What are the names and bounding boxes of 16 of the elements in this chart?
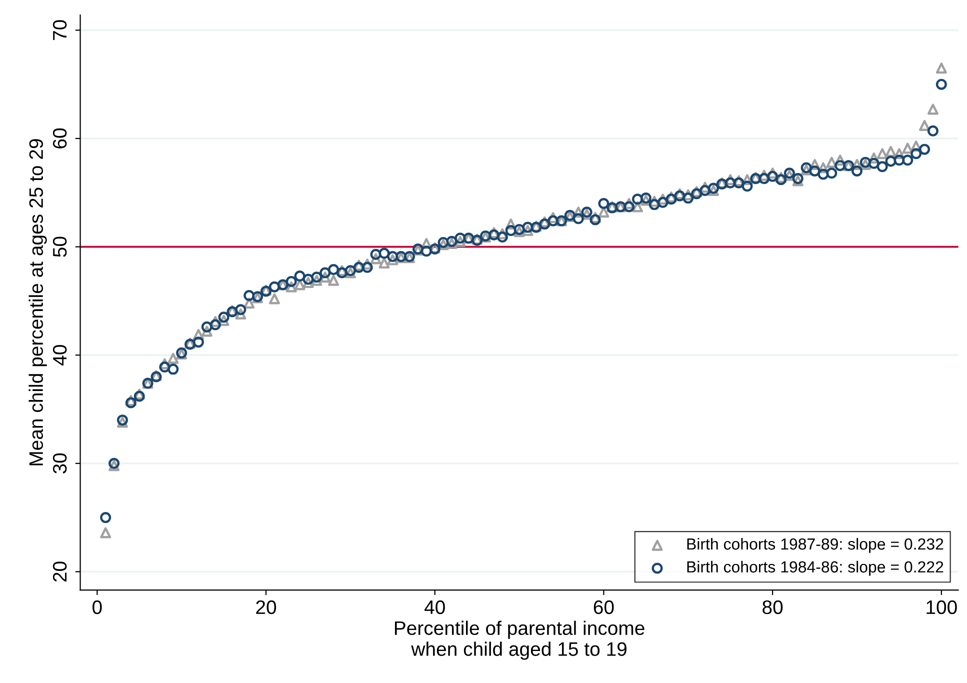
y-tick-label: 30 — [52, 453, 67, 474]
x-tick-label: 60 — [594, 600, 614, 614]
legend-label: Birth cohorts 1984-86: slope = 0.222 — [687, 560, 944, 576]
legend-label: Birth cohorts 1987-89: slope = 0.232 — [687, 538, 944, 553]
x-tick-label: 40 — [424, 600, 445, 614]
y-tick-label: 40 — [52, 345, 67, 366]
y-tick-label: 50 — [52, 236, 67, 257]
x-tick-label: 100 — [926, 600, 957, 614]
y-tick-label: 70 — [52, 20, 67, 40]
x-tick-label: 80 — [762, 600, 783, 614]
x-tick-label: 0 — [92, 600, 102, 614]
y-tick-label: 20 — [52, 562, 67, 582]
y-tick-label: 60 — [52, 128, 67, 148]
x-axis-title: Percentile of parental income when child aged 15 to 19 — [394, 620, 644, 660]
y-axis-title: Mean child percentile at ages 25 to 29 — [28, 139, 47, 466]
x-tick-label: 20 — [256, 600, 276, 614]
